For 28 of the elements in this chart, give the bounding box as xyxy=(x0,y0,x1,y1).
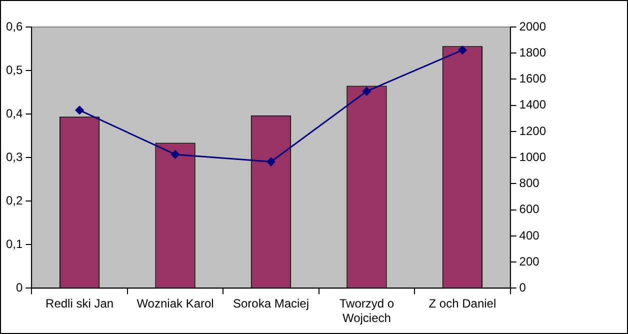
y2-tick-label: 600 xyxy=(519,202,540,216)
y2-tick-label: 200 xyxy=(519,254,540,268)
y2-tick-label: 0 xyxy=(519,280,526,295)
point xyxy=(171,150,180,159)
y-tick-label: 0 xyxy=(16,280,23,295)
y2-tick-label: 2000 xyxy=(519,19,546,34)
y2-tick-label: 1200 xyxy=(519,124,546,138)
x-tick-label: Soroka Maciej xyxy=(232,296,310,311)
point xyxy=(75,106,84,114)
x-tick-label: Z och Daniel xyxy=(428,296,496,311)
y-tick-label: 0,6 xyxy=(6,19,23,34)
y2-tick-label: 800 xyxy=(519,176,540,190)
y2-tick-label: 1600 xyxy=(519,72,546,86)
y-tick-label: 0,4 xyxy=(6,106,23,120)
x-tick-label: Wozniak Karol xyxy=(136,296,214,311)
y2-tick-label: 1400 xyxy=(519,98,546,112)
y-tick-label: 0,3 xyxy=(6,150,23,164)
y-tick-label: 0,1 xyxy=(6,236,23,251)
point xyxy=(458,46,467,54)
point xyxy=(362,87,371,96)
y2-tick-label: 1000 xyxy=(519,150,546,164)
y2-tick-label: 1800 xyxy=(519,45,546,60)
x-tick-label: Redli ski Jan xyxy=(46,296,114,311)
x-tick-label: Tworzyd o Wojciech xyxy=(339,296,394,326)
y-tick-label: 0,5 xyxy=(6,62,23,77)
point xyxy=(266,158,276,166)
y-tick-label: 0,2 xyxy=(6,193,23,208)
y2-tick-label: 400 xyxy=(519,228,540,242)
